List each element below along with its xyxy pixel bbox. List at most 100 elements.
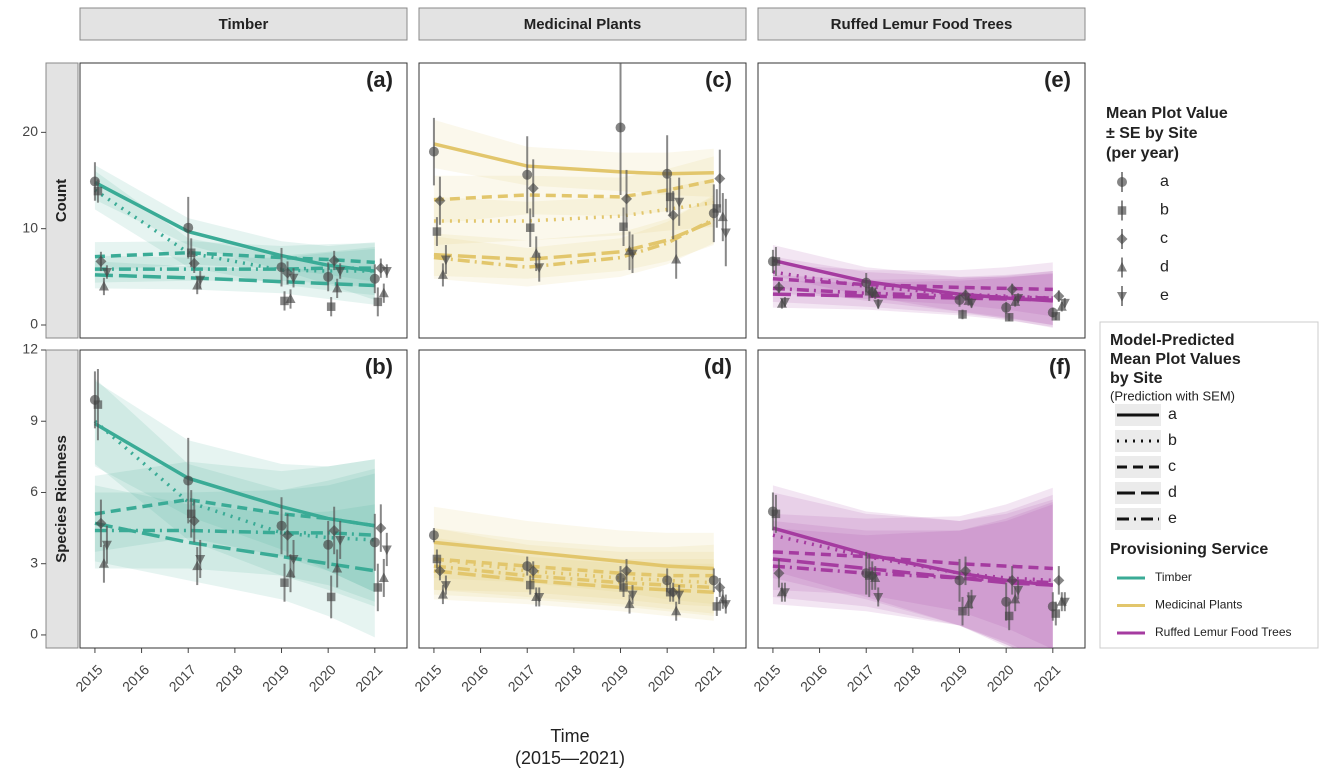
observed-point <box>101 268 112 278</box>
observed-point <box>332 562 343 573</box>
prediction-ribbon <box>772 256 1053 325</box>
prediction-line <box>433 564 714 590</box>
observed-point <box>1059 597 1070 608</box>
observed-point <box>1004 611 1014 621</box>
row-strip-label: Species Richness <box>53 435 70 563</box>
observed-point <box>1010 296 1021 306</box>
x-tick-label: 2016 <box>797 661 830 694</box>
observed-point <box>1051 312 1061 321</box>
prediction-line <box>433 200 715 223</box>
panel <box>79 62 408 339</box>
observed-point <box>662 168 673 179</box>
observed-point <box>667 586 679 598</box>
legend-label: b <box>1160 202 1169 219</box>
observed-point <box>440 255 451 265</box>
prediction-ribbon <box>94 380 375 593</box>
prediction-ribbon <box>772 501 1053 648</box>
prediction-line <box>433 178 715 202</box>
observed-point <box>527 565 539 577</box>
observed-point <box>437 589 448 599</box>
observed-point <box>428 146 439 157</box>
observed-point <box>326 592 336 602</box>
prediction-line <box>94 273 375 288</box>
observed-point <box>522 561 533 572</box>
observed-point <box>328 254 340 266</box>
y-tick-label: 0 <box>30 316 38 332</box>
observed-point <box>525 223 535 232</box>
observed-point <box>93 186 103 196</box>
legend-key <box>1115 508 1161 530</box>
legend-title: Mean Plot Value <box>1106 105 1228 122</box>
legend-label: c <box>1160 230 1168 247</box>
observed-point <box>378 572 389 582</box>
observed-point <box>288 554 299 565</box>
observed-point <box>369 537 380 548</box>
legend-title: by Site <box>1110 370 1163 387</box>
observed-point <box>276 262 287 273</box>
prediction-ribbon <box>94 170 375 296</box>
legend-title: Provisioning Service <box>1110 541 1268 558</box>
observed-point <box>95 517 107 529</box>
prediction-ribbon <box>772 485 1053 648</box>
legend-marker <box>1117 177 1127 187</box>
prediction-ribbon <box>772 492 1053 648</box>
observed-point <box>1013 294 1024 304</box>
legend-label: Ruffed Lemur Food Trees <box>1155 625 1292 639</box>
observed-point <box>771 509 781 519</box>
observed-point <box>958 606 967 616</box>
y-tick-label: 6 <box>30 483 38 499</box>
observed-point <box>188 515 200 527</box>
y-tick-label: 20 <box>22 123 38 139</box>
observed-point <box>621 193 633 205</box>
observed-point <box>195 554 206 565</box>
observed-point <box>674 197 685 208</box>
observed-point <box>708 575 719 586</box>
observed-point <box>280 578 289 587</box>
observed-point <box>276 520 287 531</box>
observed-point <box>712 602 722 611</box>
observed-point <box>1056 301 1067 311</box>
legend-title: ± SE by Site <box>1106 125 1198 142</box>
prediction-line <box>772 277 1053 292</box>
row-strip <box>45 349 79 649</box>
panel-plot <box>89 162 392 317</box>
observed-point <box>326 302 336 311</box>
x-title: Time <box>550 726 589 746</box>
column-strip-label: Timber <box>219 16 269 33</box>
panel <box>79 349 408 649</box>
observed-point <box>873 592 884 603</box>
x-tick-label: 2018 <box>551 661 584 694</box>
y-tick-label: 9 <box>30 412 38 428</box>
x-tick-label: 2018 <box>212 661 245 694</box>
observed-point <box>375 262 387 274</box>
legend-title: (per year) <box>1106 145 1179 162</box>
legend-title: Mean Plot Values <box>1110 351 1241 368</box>
observed-point <box>954 294 965 305</box>
column-strip-label: Ruffed Lemur Food Trees <box>831 16 1013 33</box>
observed-point <box>870 287 881 298</box>
observed-point <box>1001 302 1012 313</box>
panel-tag: (b) <box>365 354 393 379</box>
observed-point <box>288 273 299 284</box>
observed-point <box>280 296 289 306</box>
observed-point <box>195 275 206 286</box>
observed-point <box>966 298 977 309</box>
observed-point <box>773 567 785 579</box>
prediction-ribbon <box>433 196 714 279</box>
legend-label: Timber <box>1155 570 1192 584</box>
legend-label: e <box>1168 510 1177 527</box>
observed-point <box>525 580 535 590</box>
observed-point <box>1006 574 1018 586</box>
prediction-ribbon <box>772 487 1053 648</box>
observed-point <box>183 222 194 233</box>
x-tick-label: 2015 <box>72 661 105 694</box>
y-tick-label: 3 <box>30 554 38 570</box>
x-tick-label: 2018 <box>890 661 923 694</box>
observed-point <box>440 581 451 591</box>
legend-subtitle: (Prediction with SEM) <box>1110 388 1235 403</box>
observed-point <box>373 297 383 307</box>
observed-point <box>624 598 635 609</box>
column-strip <box>757 7 1086 41</box>
prediction-line <box>433 557 714 585</box>
observed-point <box>621 565 633 577</box>
